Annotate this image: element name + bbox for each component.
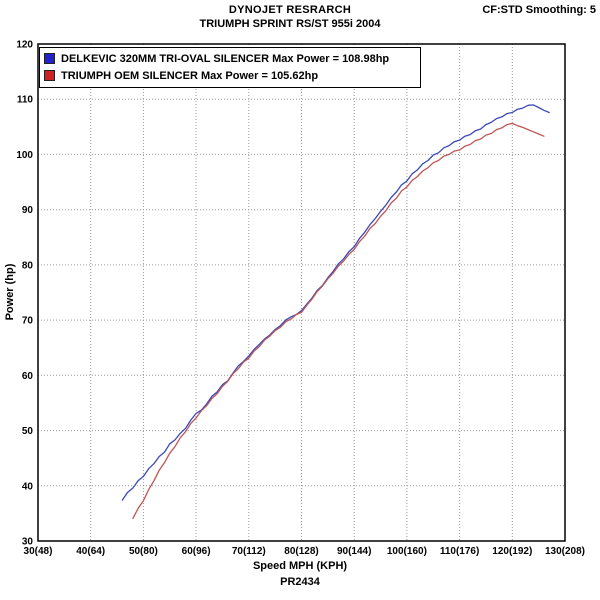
y-tick-label: 60	[22, 371, 34, 382]
x-tick-label: 40(64)	[76, 546, 105, 557]
series-line-oem	[132, 122, 545, 520]
x-tick-label: 50(80)	[129, 546, 158, 557]
y-axis-title: Power (hp)	[4, 263, 16, 321]
y-tick-label: 80	[22, 260, 34, 271]
y-tick-label: 100	[16, 150, 33, 161]
x-tick-label: 30(48)	[24, 546, 53, 557]
smoothing-label: CF:STD Smoothing: 5	[482, 4, 596, 16]
chart-title: DYNOJET RESRARCH	[228, 4, 352, 16]
y-tick-label: 50	[22, 426, 34, 437]
legend: DELKEVIC 320MM TRI-OVAL SILENCER Max Pow…	[39, 47, 421, 88]
chart-subtitle: TRIUMPH SPRINT RS/ST 955i 2004	[199, 18, 381, 30]
y-tick-label: 110	[17, 95, 34, 106]
x-tick-label: 90(144)	[337, 546, 371, 557]
y-tick-label: 120	[16, 40, 33, 51]
y-tick-label: 40	[22, 481, 34, 492]
run-id-label: PR2434	[280, 576, 320, 588]
x-tick-label: 130(208)	[545, 546, 585, 557]
x-tick-label: 70(112)	[232, 546, 266, 557]
y-tick-label: 30	[22, 537, 34, 548]
x-tick-label: 120(192)	[492, 546, 532, 557]
legend-swatch-delkevic	[44, 53, 55, 64]
legend-label-delkevic: DELKEVIC 320MM TRI-OVAL SILENCER Max Pow…	[61, 52, 390, 65]
legend-item-oem: TRIUMPH OEM SILENCER Max Power = 105.62h…	[44, 67, 416, 84]
plot-border	[37, 43, 566, 542]
legend-swatch-oem	[44, 70, 55, 81]
legend-item-delkevic: DELKEVIC 320MM TRI-OVAL SILENCER Max Pow…	[44, 50, 416, 67]
x-tick-label: 110(176)	[440, 546, 479, 557]
legend-label-oem: TRIUMPH OEM SILENCER Max Power = 105.62h…	[61, 69, 319, 82]
x-tick-label: 80(128)	[284, 546, 318, 557]
y-tick-label: 70	[22, 316, 34, 327]
x-axis-title: Speed MPH (KPH)	[252, 560, 348, 572]
x-tick-label: 100(160)	[387, 546, 427, 557]
x-tick-label: 60(96)	[182, 546, 211, 557]
y-tick-label: 90	[22, 205, 34, 216]
series-line-delkevic	[121, 104, 550, 501]
